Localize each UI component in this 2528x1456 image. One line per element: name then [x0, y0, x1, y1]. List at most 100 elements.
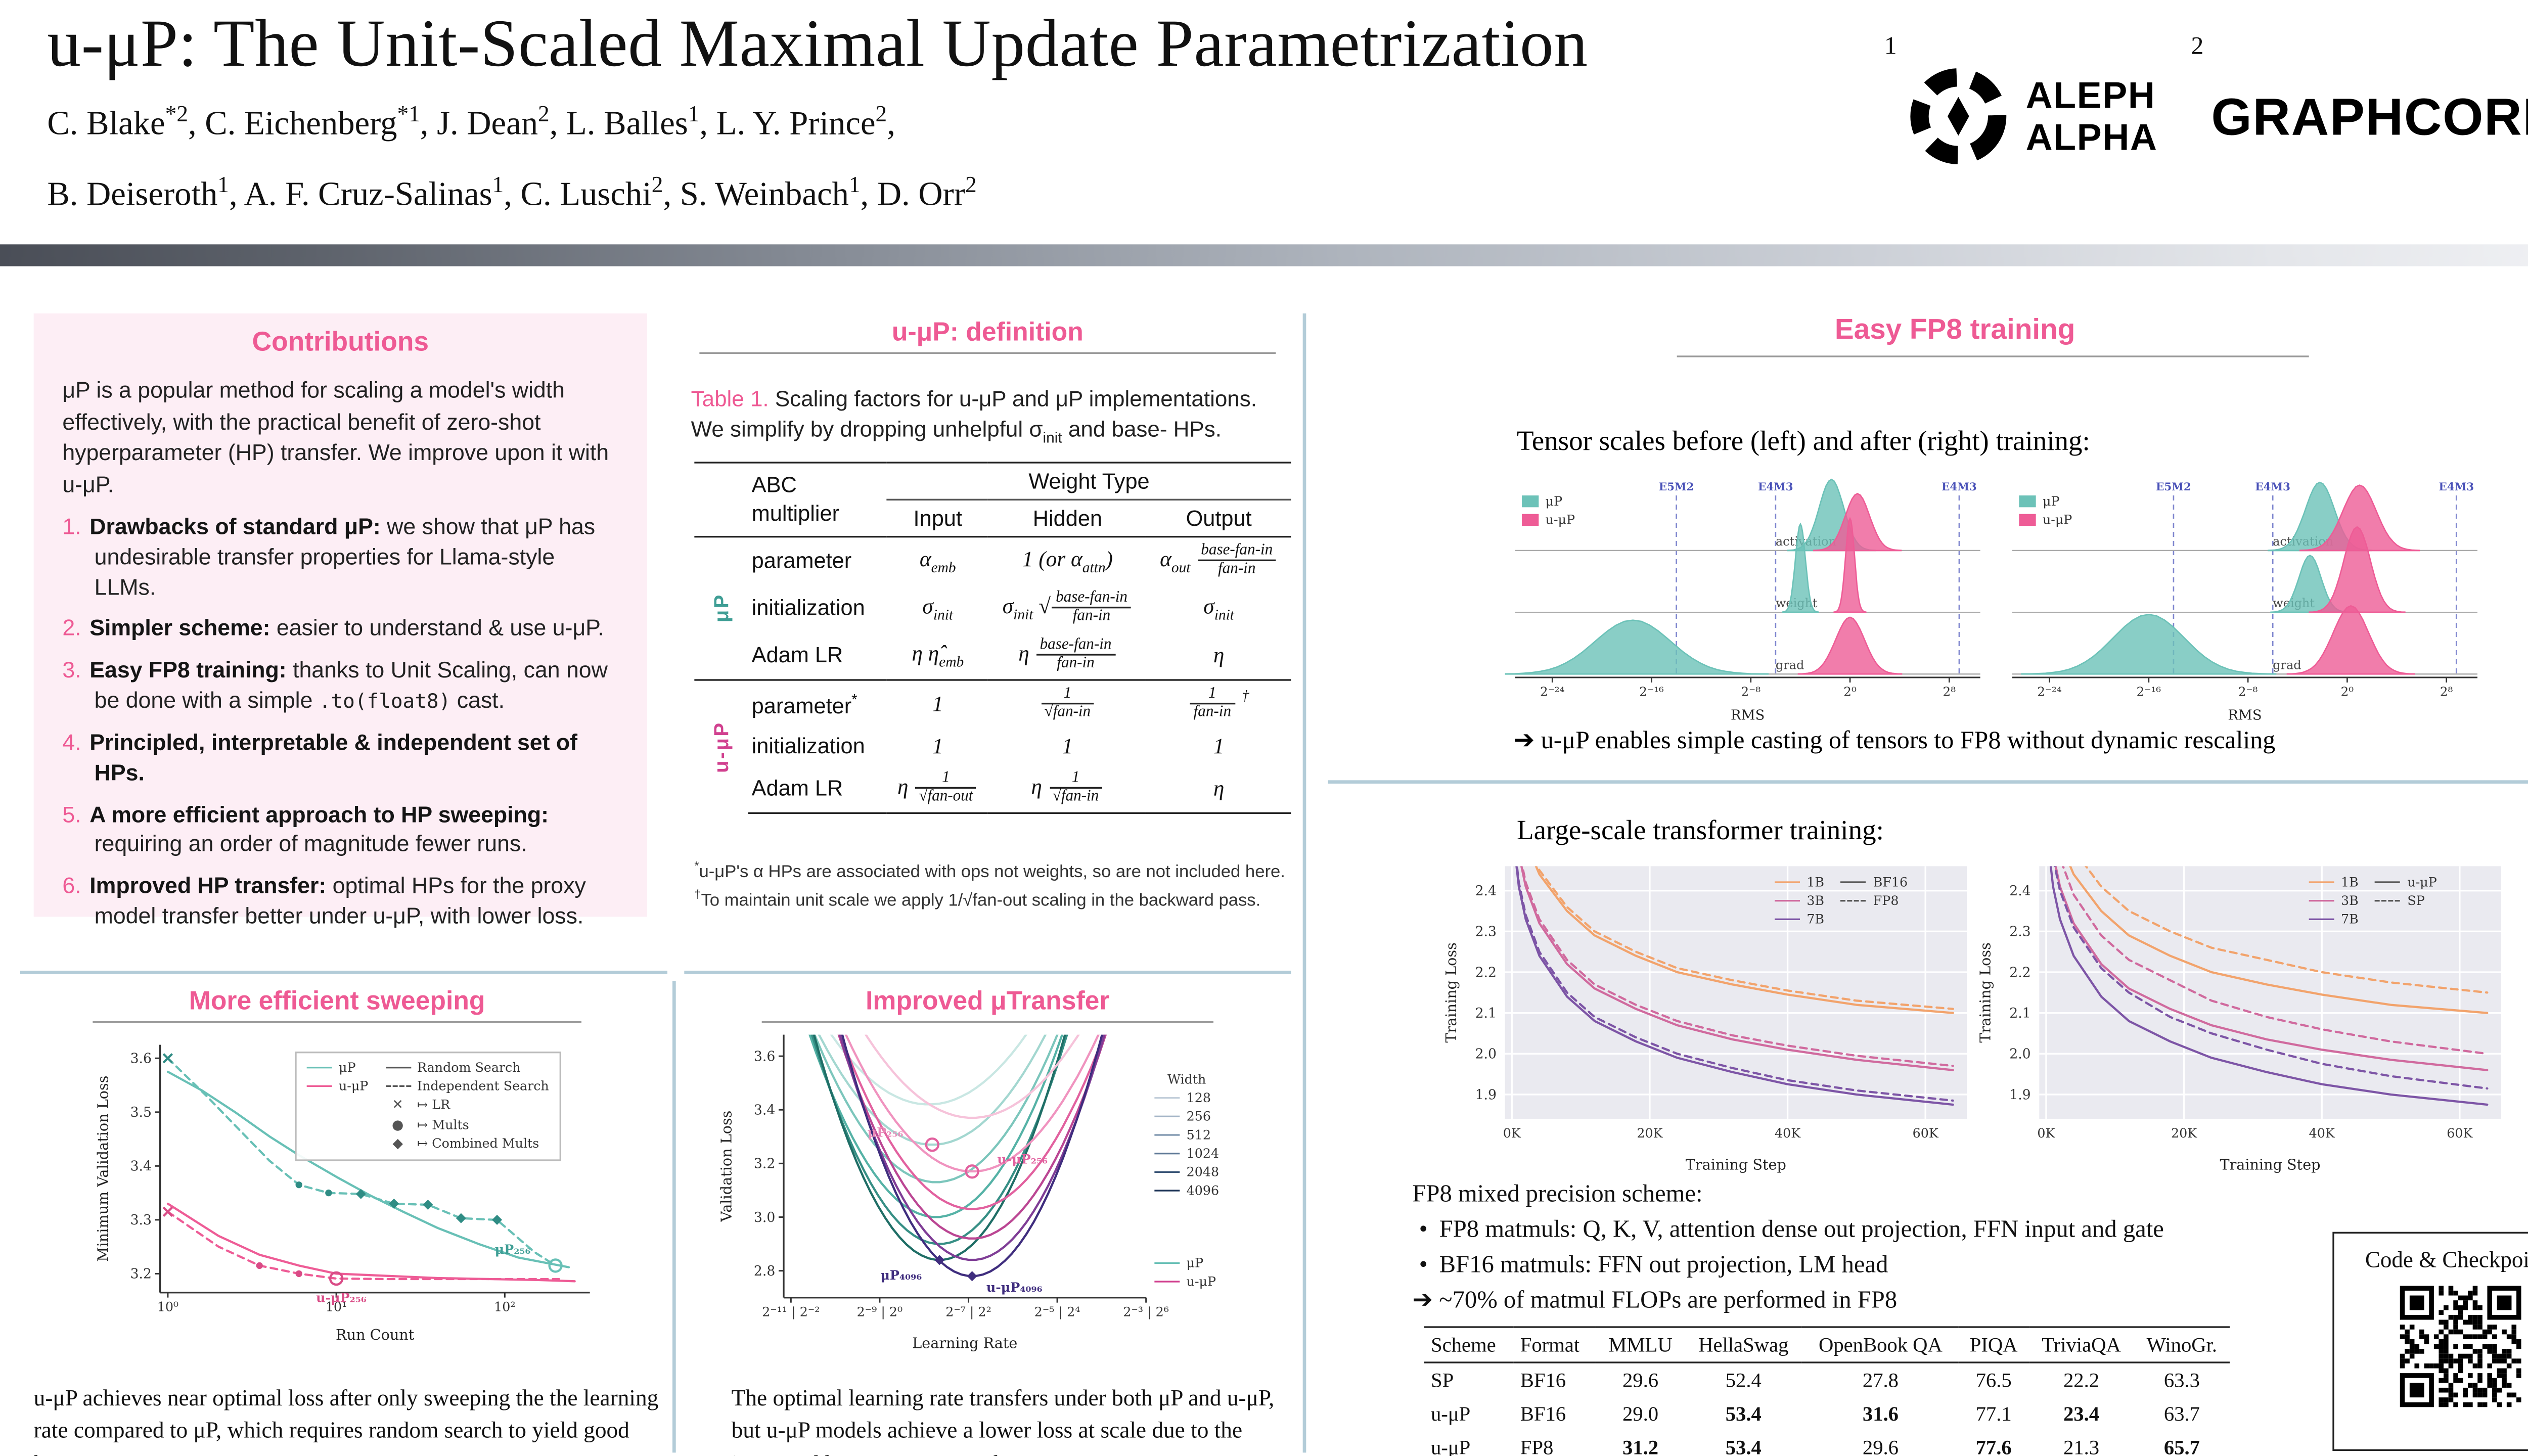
qr-module [2468, 1344, 2473, 1349]
benchmark-cell: 63.3 [2163, 1367, 2200, 1391]
density-μP [1782, 522, 1819, 613]
legend-entry: 7B [2309, 910, 2359, 929]
chart-annotation: μP₂₅₆ [868, 1124, 904, 1140]
legend-label: ↦ Combined Mults [417, 1136, 539, 1152]
legend-entry: 4096 [1154, 1181, 1219, 1200]
series-group [162, 1053, 576, 1286]
weight-type-subheader: Output [1146, 499, 1291, 538]
benchmark-cell: 65.7 [2134, 1430, 2230, 1456]
legend-label: Random Search [417, 1060, 521, 1075]
item-lead: Improved HP transfer: [89, 873, 327, 899]
contribution-item: 4. Principled, interpretable & independen… [62, 728, 619, 788]
fp8-format-label: E4M3 [2439, 481, 2474, 493]
qr-module [2448, 1353, 2454, 1359]
qr-module [2477, 1373, 2482, 1378]
item-text: easier to understand & use u-μP. [270, 616, 604, 642]
legend-entry: μP [1154, 1254, 1216, 1272]
chart-annotation: μP₄₀₉₆ [880, 1267, 922, 1283]
legend-label: u-μP [1545, 512, 1575, 528]
qr-module [2444, 1358, 2449, 1363]
legend-label: ↦ LR [417, 1097, 450, 1113]
qr-module [2439, 1290, 2444, 1296]
series-1B-u-muP [2069, 866, 2489, 1014]
table-caption: Table 1. Scaling factors for u-μP and μP… [691, 384, 1288, 448]
qr-module [2516, 1344, 2521, 1349]
qr-code-holder[interactable] [2334, 1286, 2528, 1416]
legend-entry: ◆ ↦ Combined Mults [385, 1134, 549, 1154]
qr-module [2419, 1349, 2424, 1354]
density-u-μP [2309, 526, 2406, 613]
qr-module [2439, 1378, 2444, 1383]
marker-ring [548, 1258, 563, 1273]
qr-module [2414, 1344, 2420, 1349]
marker-diamond [423, 1200, 433, 1210]
legend-line-sample [306, 1066, 332, 1069]
benchmark-cell: 23.4 [2063, 1401, 2100, 1425]
qr-module [2409, 1349, 2415, 1354]
group-label: μP [709, 594, 733, 623]
x-axis-label: Learning Rate [912, 1335, 1017, 1352]
qr-module [2516, 1368, 2521, 1374]
series-muP-512 [813, 1034, 1059, 1184]
y-tick-label: 2.2 [1475, 965, 1497, 980]
qr-module [2444, 1344, 2449, 1349]
x-tick-label: 2⁻¹⁶ [1639, 685, 1664, 699]
series-u-muP-512 [839, 1034, 1106, 1210]
table-caption-prefix: Table 1. [691, 386, 769, 412]
qr-module [2453, 1290, 2458, 1296]
qr-module [2497, 1358, 2502, 1363]
divider [684, 970, 1291, 974]
legend-label: 3B [2340, 893, 2359, 908]
qr-module [2448, 1314, 2454, 1320]
legend-column: u-μP SP [2375, 873, 2437, 929]
qr-module [2453, 1402, 2458, 1407]
scaling-factor-cell: αout base-fan-in fan-in [1147, 537, 1291, 585]
series-1B-BF16 [1534, 866, 1954, 1014]
qr-module [2477, 1378, 2482, 1383]
legend-label: μP [2042, 493, 2060, 509]
aleph-alpha-logo-mark [1910, 68, 2007, 164]
qr-module [2448, 1363, 2454, 1369]
sweeping-chart: 3.2 3.3 3.4 3.5 3.6 10⁰ 10¹ 10² Run Count Minimum… [93, 1031, 607, 1343]
qr-module [2468, 1402, 2473, 1407]
item-text: thanks to Unit Scaling, can now be done … [94, 658, 608, 713]
qr-module [2487, 1373, 2493, 1378]
qr-module [2448, 1387, 2454, 1393]
series-u-muP-128 [864, 1034, 1080, 1119]
scaling-table: ABC multiplier Weight Type Input Hidden Outpu… [694, 462, 1291, 813]
y-tick-label: 2.8 [754, 1263, 775, 1279]
item-text: requiring an order of magnitude fewer ru… [94, 831, 527, 857]
qr-module [2444, 1339, 2449, 1344]
qr-module [2458, 1314, 2463, 1320]
x-axis-label: RMS [2228, 707, 2262, 721]
x-tick-label: 2⁻²⁴ [2037, 685, 2062, 699]
item-number: 1. [62, 514, 81, 539]
x-tick-label: 2⁻⁸ [2238, 685, 2258, 699]
loss-scheme-chart: 1.9 2.0 2.1 2.2 2.3 2.4 0K 20K 40K 60K Training St… [1975, 856, 2515, 1173]
y-tick-label: 3.0 [754, 1210, 775, 1225]
qr-module [2516, 1397, 2521, 1402]
qr-module [2468, 1373, 2473, 1378]
x-tick-label: 20K [1637, 1125, 1663, 1141]
qr-module [2444, 1373, 2449, 1378]
qr-code [2400, 1286, 2521, 1407]
y-tick-label: 3.4 [754, 1103, 775, 1118]
qr-module [2409, 1325, 2415, 1330]
qr-module [2497, 1402, 2502, 1407]
qr-module [2472, 1349, 2478, 1354]
code-checkpoints-box: Code & Checkpoints [2332, 1232, 2528, 1451]
column-header: WinoGr. [2134, 1326, 2230, 1363]
title-rule [1677, 355, 2309, 357]
qr-module [2439, 1402, 2444, 1407]
qr-module [2458, 1310, 2463, 1315]
qr-module [2487, 1344, 2493, 1349]
qr-module [2492, 1378, 2497, 1383]
row-name-cell: initialization [751, 596, 865, 621]
legend-label: μP [1186, 1255, 1204, 1271]
qr-module [2448, 1290, 2454, 1296]
qr-module [2448, 1329, 2454, 1335]
table-data-row: initialization 1 1 1 [694, 727, 1291, 764]
legend-entry: 3B [2309, 891, 2359, 910]
divider [1302, 313, 1305, 1453]
qr-module [2458, 1363, 2463, 1369]
